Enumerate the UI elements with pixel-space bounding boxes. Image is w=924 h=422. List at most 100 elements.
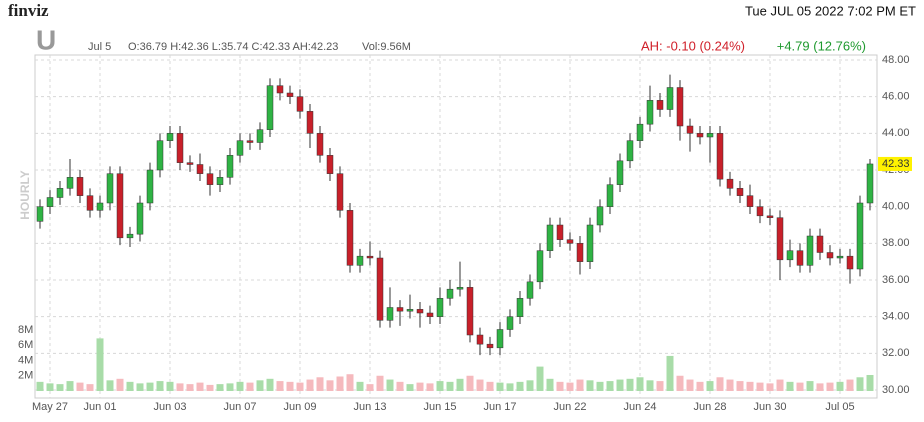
volume-bar — [146, 382, 154, 391]
after-hours: AH: -0.10 (0.24%) — [641, 38, 745, 53]
plot-frame — [34, 54, 878, 399]
candle-body — [706, 133, 714, 138]
volume-bar — [636, 377, 644, 391]
volume-bar — [506, 383, 514, 391]
candle-body — [396, 307, 404, 312]
change: +4.79 (12.76%) — [777, 38, 866, 53]
volume-bar — [136, 383, 144, 391]
x-tick-label: Jun 01 — [83, 401, 116, 413]
candle-body — [276, 85, 284, 94]
volume-bar — [446, 381, 454, 391]
logo: finviz — [8, 1, 49, 20]
candle-body — [556, 224, 564, 240]
x-tick-label: Jun 17 — [483, 401, 516, 413]
candle-body — [866, 163, 874, 204]
volume-text: Vol:9.56M — [362, 41, 411, 53]
candle-body — [266, 85, 274, 130]
candle-body — [136, 202, 144, 235]
volume-bar — [356, 381, 364, 391]
volume-bar — [246, 382, 254, 391]
volume-bar — [706, 381, 714, 391]
volume-bar — [406, 384, 414, 391]
volume-tick-label: 6M — [18, 339, 33, 351]
volume-bar — [176, 383, 184, 391]
volume-bar — [316, 377, 324, 391]
candle-body — [386, 307, 394, 321]
candle-body — [66, 177, 74, 189]
candle-body — [96, 202, 104, 211]
x-tick-label: Jun 15 — [423, 401, 456, 413]
candle-body — [476, 334, 484, 345]
candle-body — [106, 173, 114, 204]
x-tick-label: Jun 09 — [283, 401, 316, 413]
volume-bar — [806, 381, 814, 391]
candle-body — [436, 298, 444, 317]
volume-bar — [576, 379, 584, 391]
volume-bar — [846, 379, 854, 391]
x-tick-label: Jun 07 — [223, 401, 256, 413]
period: HOURLY — [18, 170, 32, 220]
volume-bar — [526, 380, 534, 391]
candle-body — [186, 162, 194, 165]
volume-bar — [666, 355, 674, 391]
volume-bar — [566, 382, 574, 391]
candle-body — [496, 329, 504, 349]
volume-bar — [86, 384, 94, 391]
candle-body — [216, 177, 224, 185]
volume-bar — [116, 378, 124, 391]
candle-body — [506, 316, 514, 330]
volume-bar — [326, 380, 334, 391]
candle-body — [606, 184, 614, 207]
last-price-box — [878, 156, 912, 171]
y-tick-label: 44.00 — [882, 127, 910, 139]
candle-body — [316, 133, 324, 156]
volume-bar — [556, 381, 564, 391]
ohlc: O:36.79 H:42.36 L:35.74 C:42.33 AH:42.23 — [128, 41, 338, 53]
volume-bar — [76, 382, 84, 391]
x-tick-label: Jun 03 — [153, 401, 186, 413]
candle-body — [516, 298, 524, 317]
x-tick-label: Jul 05 — [825, 401, 854, 413]
volume-bar — [366, 384, 374, 391]
candle-body — [456, 287, 464, 290]
candle-body — [696, 133, 704, 138]
volume-bar — [656, 381, 664, 391]
volume-bar — [416, 382, 424, 391]
volume-bar — [166, 381, 174, 391]
volume-bar — [536, 366, 544, 391]
volume-bar — [736, 381, 744, 391]
candle-body — [576, 243, 584, 262]
candle-body — [586, 224, 594, 262]
volume-bar — [676, 375, 684, 391]
volume-bar — [106, 380, 114, 391]
candle-body — [46, 197, 54, 207]
volume-bar — [266, 378, 274, 391]
x-tick-label: Jun 30 — [753, 401, 786, 413]
volume-bar — [386, 379, 394, 391]
candle-body — [596, 206, 604, 226]
volume-bar — [156, 381, 164, 391]
candle-body — [796, 250, 804, 266]
volume-tick-label: 2M — [18, 370, 33, 382]
y-tick-label: 36.00 — [882, 274, 910, 286]
volume-tick-label: 4M — [18, 354, 33, 366]
candle-body — [666, 87, 674, 110]
volume-bar — [206, 384, 214, 391]
volume-bar — [826, 382, 834, 391]
candle-body — [236, 140, 244, 156]
volume-bar — [726, 379, 734, 391]
volume-bar — [596, 381, 604, 391]
volume-bar — [516, 381, 524, 391]
candle-body — [146, 169, 154, 204]
volume-bar — [766, 383, 774, 391]
volume-bar — [186, 384, 194, 391]
candle-body — [776, 217, 784, 261]
y-tick-label: 46.00 — [882, 91, 910, 103]
y-tick-label: 34.00 — [882, 311, 910, 323]
y-tick-label: 30.00 — [882, 384, 910, 396]
candle-body — [336, 173, 344, 211]
candle-body — [116, 173, 124, 239]
x-tick-label: Jun 28 — [693, 401, 726, 413]
volume-bar — [56, 384, 64, 391]
candle-body — [486, 343, 494, 349]
